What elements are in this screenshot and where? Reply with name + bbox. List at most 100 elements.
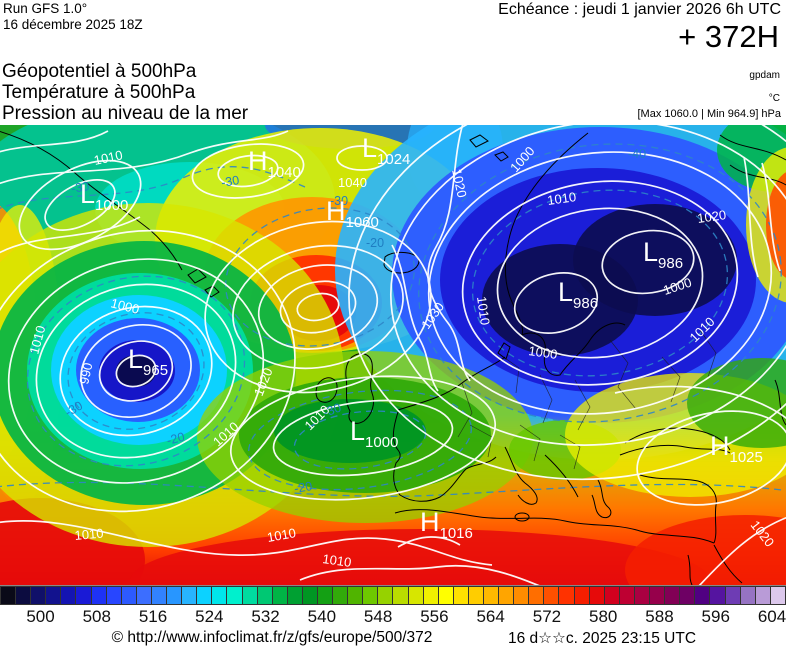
generation-time-label: 16 d☆☆c. 2025 23:15 UTC — [507, 630, 697, 647]
pressure-center-H-1016: H1016 — [420, 507, 473, 542]
isobar-label: 1000 — [109, 295, 141, 317]
isobar-contours — [0, 85, 786, 594]
colorbar — [0, 585, 786, 605]
temperature-labels: -30 -30-30-20-40-30-20-30-20 — [63, 147, 647, 496]
colorbar-cell — [574, 586, 590, 605]
pressure-center-L-1024: L1024 — [362, 133, 410, 168]
colorbar-cell — [76, 586, 92, 605]
weather-map: 1010 1010 1000 990 1010 1020 1040 1020 1030 1000 1… — [0, 80, 786, 633]
temperature-contours — [0, 143, 786, 497]
colorbar-cell — [378, 586, 394, 605]
pressure-center-H-1040: H1040 — [248, 146, 301, 181]
colorbar-cell — [151, 586, 168, 605]
colorbar-cell — [770, 586, 786, 605]
colorbar-cell — [755, 586, 771, 605]
parameter-geopotential: Géopotentiel à 500hPa — [2, 61, 197, 82]
colorbar-cell — [227, 586, 243, 605]
colorbar-cell — [212, 586, 228, 605]
isobar-label: 1010 — [322, 551, 353, 570]
temperature-label: -40 — [628, 147, 646, 161]
temperature-label: -30 — [70, 179, 90, 196]
colorbar-cell — [725, 586, 741, 605]
colorbar-cell — [423, 586, 439, 605]
map-color-field — [0, 80, 786, 633]
footer: © http://www.infoclimat.fr/z/gfs/europe/… — [0, 627, 786, 648]
colorbar-cell — [348, 586, 364, 605]
colorbar-cell — [438, 586, 454, 605]
header: Run GFS 1.0° 16 décembre 2025 18Z Echéan… — [0, 0, 786, 125]
colorbar-cell — [514, 586, 530, 605]
colorbar-cell — [619, 586, 635, 605]
temperature-label: -20 — [366, 236, 384, 250]
colorbar-cell — [106, 586, 122, 605]
colorbar-tick: 564 — [476, 607, 505, 626]
isobar-label: 1010 — [266, 525, 297, 545]
colorbar-cell — [317, 586, 334, 605]
unit-geopotential-label: gpdam — [749, 70, 780, 81]
colorbar-tick: 580 — [589, 607, 618, 626]
pressure-center-L-1000: L1000 — [80, 179, 128, 214]
colorbar-cell — [333, 586, 349, 605]
unit-temperature-label: °C — [768, 93, 780, 104]
isobar-label: 1040 — [338, 175, 367, 190]
colorbar-tick: 572 — [532, 607, 562, 626]
colorbar-tick: 516 — [138, 607, 168, 626]
temperature-label: -30 — [321, 400, 343, 419]
colorbar-cell — [363, 586, 379, 605]
isobar-label: 990 — [76, 361, 95, 385]
temperature-label: -20 — [293, 479, 313, 496]
colorbar-cell — [589, 586, 605, 605]
isobar-label: 1020 — [696, 207, 727, 226]
colorbar-cell — [468, 586, 484, 605]
colorbar-cell — [680, 586, 696, 605]
colorbar-cell — [31, 586, 47, 605]
colorbar-tick: 500 — [26, 607, 55, 626]
colorbar-tick: 524 — [195, 607, 224, 626]
coastlines — [0, 131, 786, 586]
pressure-center-L-1000: L1000 — [350, 416, 398, 451]
colorbar-cell — [695, 586, 711, 605]
colorbar-tick: 540 — [307, 607, 337, 626]
colorbar-tick: 596 — [701, 607, 730, 626]
temperature-label: -30 — [330, 194, 348, 208]
colorbar-cell — [529, 586, 545, 605]
run-model-label: Run GFS 1.0° — [3, 1, 88, 16]
colorbar-cell — [453, 586, 469, 605]
colorbar-cell — [61, 586, 77, 605]
colorbar-tick: 588 — [645, 607, 674, 626]
pressure-center-H-1025: H1025 — [710, 431, 763, 466]
colorbar-cell — [197, 586, 213, 605]
pressure-center-L-965: L965 — [128, 344, 168, 379]
pressure-center-L-986: L986 — [558, 277, 598, 312]
colorbar-tick: 532 — [251, 607, 280, 626]
colorbar-labels: 500 508 516 524 532 540 548 556 564 572 580 588 596 6… — [0, 605, 786, 627]
copyright-link[interactable]: © http://www.infoclimat.fr/z/gfs/europe/… — [111, 629, 433, 646]
temperature-label: -20 — [165, 430, 186, 448]
parameter-pressure: Pression au niveau de la mer — [2, 103, 249, 124]
parameter-list: Géopotentiel à 500hPa Température à 500h… — [2, 61, 248, 124]
isobar-label: 1010 — [474, 295, 493, 326]
colorbar-cell — [287, 586, 303, 605]
colorbar-tick: 548 — [363, 607, 393, 626]
colorbar-cell — [408, 586, 424, 605]
isobar-label: 1010 — [93, 147, 124, 168]
colorbar-cell — [544, 586, 560, 605]
parameter-temperature: Température à 500hPa — [2, 82, 196, 103]
colorbar-cell — [634, 586, 651, 605]
valid-time-label: Echéance : jeudi 1 janvier 2026 6h UTC — [498, 1, 781, 18]
colorbar-tick: 604 — [757, 607, 786, 626]
pressure-centers: L1000 H1040 L1024 H1060 L965 L986 L986 L1000 H10… — [80, 133, 763, 542]
temperature-label: -30 — [220, 173, 240, 190]
colorbar-cell — [665, 586, 681, 605]
run-date-label: 16 décembre 2025 18Z — [3, 17, 143, 32]
pressure-center-L-986: L986 — [643, 237, 683, 272]
colorbar-tick: 508 — [82, 607, 111, 626]
colorbar-cell — [393, 586, 409, 605]
colorbar-cell — [16, 586, 32, 605]
isobar-label: 1000 — [528, 343, 559, 362]
pressure-center-H-1060: H1060 — [326, 196, 379, 231]
colorbar-cell — [91, 586, 107, 605]
isobar-label: 1020 — [449, 168, 470, 199]
colorbar-tick: 556 — [420, 607, 449, 626]
colorbar-cell — [710, 586, 726, 605]
